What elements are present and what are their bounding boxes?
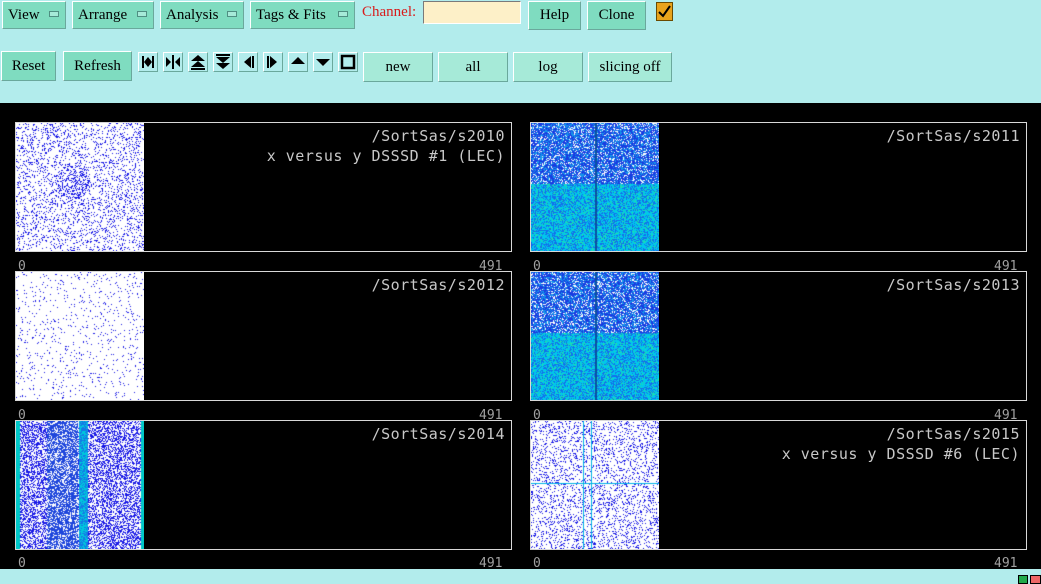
down-button[interactable] [313, 52, 333, 72]
axis-min-label: 0 [18, 408, 26, 423]
menu-analysis[interactable]: Analysis [160, 1, 244, 29]
spectrum-path: /SortSas/s2015 [886, 425, 1020, 443]
first-icon [142, 56, 154, 68]
axis-max-label: 491 [479, 556, 503, 571]
clone-button[interactable]: Clone [587, 1, 646, 30]
all-button[interactable]: all [438, 52, 508, 82]
menu-view[interactable]: View [2, 1, 66, 29]
menu-tags-fits-label: Tags & Fits [256, 6, 326, 23]
axis-min-label: 0 [533, 556, 541, 571]
spectrum-path: /SortSas/s2013 [886, 276, 1020, 294]
axis-max-label: 491 [994, 408, 1018, 423]
channel-input[interactable] [423, 1, 521, 24]
spectrum-panel[interactable]: /SortSas/s2013 [530, 271, 1027, 401]
reset-button[interactable]: Reset [1, 51, 56, 81]
spectrum-path: /SortSas/s2014 [371, 425, 505, 443]
log-button[interactable]: log [513, 52, 583, 82]
spectrum-heatmap[interactable] [531, 272, 659, 400]
spectrum-panel[interactable]: /SortSas/s2010 x versus y DSSSD #1 (LEC) [15, 122, 512, 252]
bottom-icon [216, 54, 230, 69]
dropdown-icon [338, 11, 348, 17]
spectrum-subtitle: x versus y DSSSD #6 (LEC) [781, 445, 1020, 463]
axis-min-label: 0 [18, 259, 26, 274]
top-button[interactable] [188, 52, 208, 72]
down-icon [316, 59, 330, 66]
expand-icon [166, 55, 180, 69]
bottom-button[interactable] [213, 52, 233, 72]
axis-min-label: 0 [18, 556, 26, 571]
spectrum-panel[interactable]: /SortSas/s2015 x versus y DSSSD #6 (LEC) [530, 420, 1027, 550]
axis-max-label: 491 [479, 408, 503, 423]
checkmark-icon [658, 5, 671, 18]
expand-button[interactable] [163, 52, 183, 72]
spectrum-subtitle: x versus y DSSSD #1 (LEC) [266, 147, 505, 165]
resize-grip-icon[interactable] [1018, 575, 1028, 584]
axis-max-label: 491 [994, 556, 1018, 571]
spectrum-heatmap[interactable] [16, 272, 144, 400]
toolbar: View Arrange Analysis Tags & Fits Channe… [0, 0, 1041, 103]
menu-arrange-label: Arrange [78, 6, 128, 23]
spectrum-path: /SortSas/s2012 [371, 276, 505, 294]
menu-arrange[interactable]: Arrange [72, 1, 154, 29]
axis-min-label: 0 [533, 408, 541, 423]
help-button[interactable]: Help [528, 1, 581, 30]
up-button[interactable] [288, 52, 308, 72]
slicing-button[interactable]: slicing off [588, 52, 672, 82]
top-icon [191, 55, 205, 70]
menu-tags-fits[interactable]: Tags & Fits [250, 1, 355, 29]
stop-button[interactable] [338, 52, 358, 72]
spectrum-heatmap[interactable] [531, 421, 659, 549]
first-button[interactable] [138, 52, 158, 72]
spectrum-panel[interactable]: /SortSas/s2014 [15, 420, 512, 550]
dropdown-icon [49, 11, 59, 17]
spectrum-heatmap[interactable] [16, 123, 144, 251]
axis-max-label: 491 [479, 259, 503, 274]
menu-view-label: View [8, 6, 40, 23]
spectrum-path: /SortSas/s2010 [371, 127, 505, 145]
spectrum-panel[interactable]: /SortSas/s2011 [530, 122, 1027, 252]
plot-area: /SortSas/s2010 x versus y DSSSD #1 (LEC)… [0, 103, 1041, 571]
options-checkbox[interactable] [656, 2, 673, 21]
next-button[interactable] [263, 52, 283, 72]
spectrum-panel[interactable]: /SortSas/s2012 [15, 271, 512, 401]
prev-icon [244, 56, 254, 68]
spectrum-heatmap[interactable] [531, 123, 659, 251]
spectrum-path: /SortSas/s2011 [886, 127, 1020, 145]
stop-icon [340, 54, 356, 70]
menu-analysis-label: Analysis [166, 6, 219, 23]
new-button[interactable]: new [363, 52, 433, 82]
dropdown-icon [137, 11, 147, 17]
axis-min-label: 0 [533, 259, 541, 274]
next-icon [267, 56, 277, 68]
refresh-button[interactable]: Refresh [63, 51, 132, 81]
up-icon [291, 57, 305, 64]
spectrum-heatmap[interactable] [16, 421, 144, 549]
axis-max-label: 491 [994, 259, 1018, 274]
status-bar [0, 569, 1041, 584]
dropdown-icon [227, 11, 237, 17]
channel-label: Channel: [362, 4, 417, 20]
prev-button[interactable] [238, 52, 258, 72]
close-corner-icon[interactable] [1030, 575, 1041, 584]
